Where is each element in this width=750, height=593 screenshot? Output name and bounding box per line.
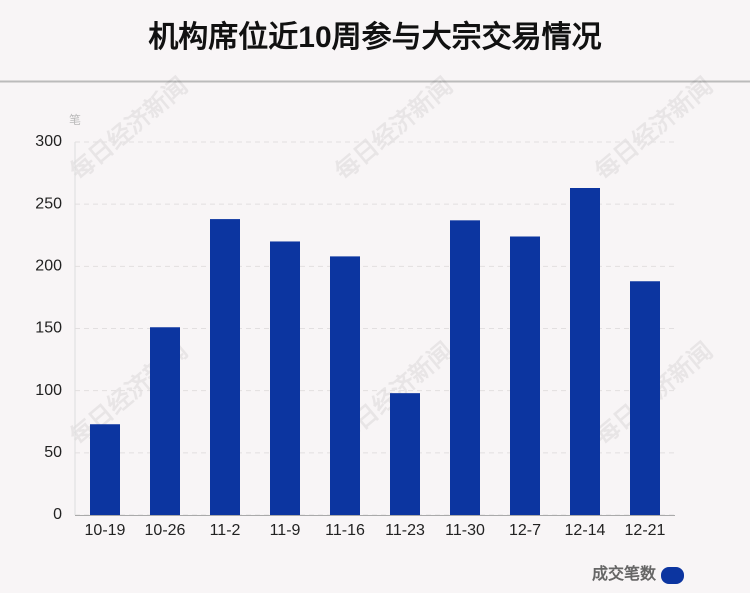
x-tick-label: 11-16 [325,522,365,539]
bar [210,219,240,515]
x-tick-label: 12-7 [509,522,541,539]
bar [270,241,300,515]
y-tick-label: 300 [35,133,62,150]
bar [90,424,120,515]
x-tick-label: 11-2 [210,522,241,539]
chart-title: 机构席位近10周参与大宗交易情况 [148,20,601,54]
watermark: 每日经济新闻 [590,72,718,186]
x-tick-label: 11-23 [385,522,425,539]
watermark: 每日经济新闻 [65,72,193,186]
bar [390,393,420,515]
x-tick-label: 11-9 [270,522,301,539]
y-tick-label: 100 [35,382,62,399]
bar [150,327,180,515]
bar [570,188,600,515]
y-tick-label: 200 [35,258,62,275]
y-tick-label: 250 [35,195,62,212]
x-tick-label: 11-30 [445,522,485,539]
x-tick-label: 12-21 [625,522,666,539]
y-tick-label: 0 [53,506,62,523]
y-tick-label: 50 [44,444,62,461]
x-tick-label: 10-19 [85,522,126,539]
watermark: 每日经济新闻 [330,72,458,186]
y-tick-label: 150 [35,320,62,337]
legend-swatch [661,567,684,584]
x-tick-label: 12-14 [565,522,606,539]
x-tick-label: 10-26 [145,522,186,539]
y-unit: 笔 [69,112,81,127]
bar [510,236,540,515]
bar [630,281,660,515]
bar [330,256,360,515]
legend-label: 成交笔数 [592,564,657,583]
bar [450,220,480,515]
